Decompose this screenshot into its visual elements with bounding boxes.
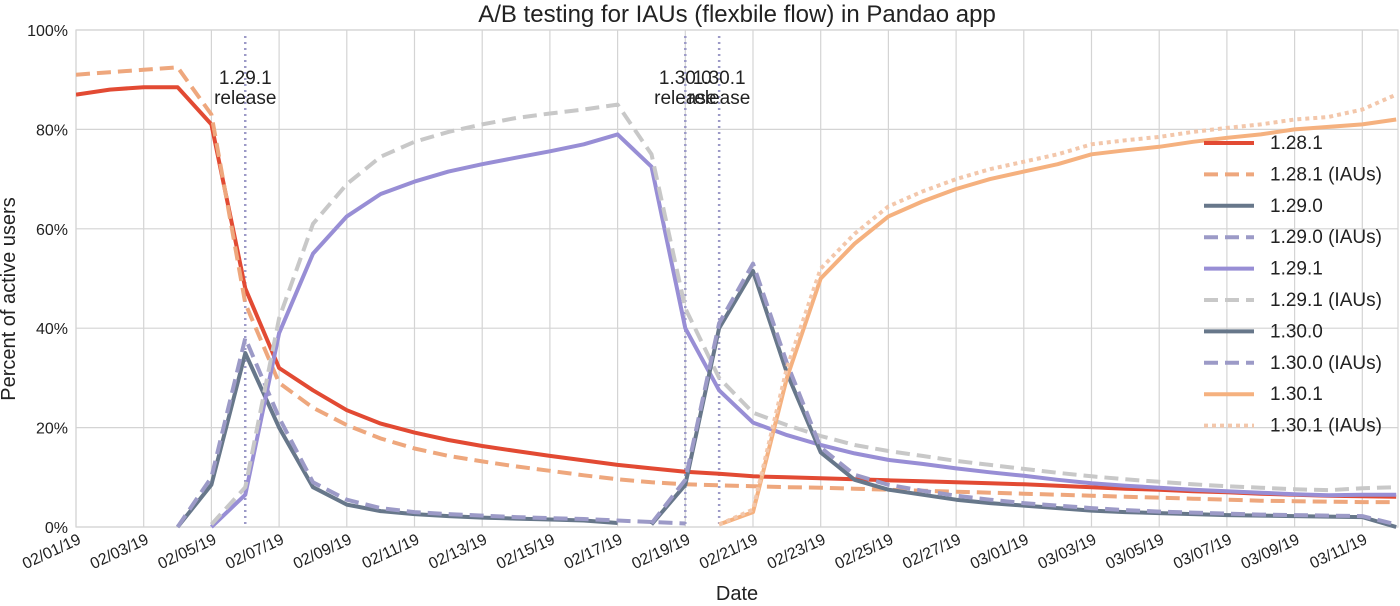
x-tick-label: 03/09/19	[1239, 531, 1303, 573]
release-word-label: release	[654, 88, 716, 109]
x-tick-label: 02/17/19	[562, 531, 626, 573]
x-tick-label: 02/13/19	[426, 531, 490, 573]
release-markers	[244, 36, 721, 527]
y-tick-label: 0%	[45, 520, 68, 537]
y-axis-label: Percent of active users	[0, 197, 20, 400]
y-tick-label: 100%	[27, 23, 68, 40]
x-tick-label: 02/21/19	[697, 531, 761, 573]
legend-entry: 1.30.0	[1270, 321, 1323, 342]
chart-title: A/B testing for IAUs (flexbile flow) in …	[478, 1, 996, 28]
legend-entry: 1.29.0	[1270, 196, 1323, 217]
series-line	[210, 132, 1397, 529]
x-axis-label: Date	[716, 583, 758, 605]
series-line	[76, 65, 1397, 505]
series-line	[718, 92, 1398, 527]
x-tick-label: 02/03/19	[88, 531, 152, 573]
x-tick-label: 03/07/19	[1171, 531, 1235, 573]
x-tick-label: 03/01/19	[968, 531, 1032, 573]
release-version-label: 1.29.1	[219, 68, 272, 89]
legend: 1.28.1 1.28.1 (IAUs) 1.29.0 1.29.0 (IAUs) 1.…	[1204, 133, 1382, 437]
y-tick-label: 80%	[36, 122, 68, 139]
x-tick-label: 02/19/19	[629, 531, 693, 573]
legend-entry: 1.29.1	[1270, 259, 1323, 280]
legend-entry: 1.30.1	[1270, 384, 1323, 405]
x-tick-label: 03/11/19	[1307, 531, 1370, 572]
series-line	[649, 261, 1397, 527]
legend-entry: 1.29.0 (IAUs)	[1270, 227, 1382, 248]
series-line	[718, 117, 1397, 527]
series-line	[176, 351, 618, 529]
x-tick-labels: 02/01/19 02/03/19 02/05/19 02/07/19 02/09/19…	[20, 531, 1370, 573]
legend-entry: 1.30.1 (IAUs)	[1270, 416, 1382, 437]
y-tick-label: 60%	[36, 222, 68, 239]
x-tick-label: 02/15/19	[494, 531, 558, 573]
legend-entry: 1.30.0 (IAUs)	[1270, 353, 1382, 374]
x-tick-label: 02/09/19	[291, 531, 355, 573]
series-line	[175, 336, 686, 529]
release-version-label: 1.30.0	[659, 68, 712, 89]
x-tick-label: 03/05/19	[1103, 531, 1167, 573]
legend-entry: 1.28.1	[1270, 133, 1323, 154]
series-line	[649, 269, 1397, 529]
x-tick-label: 02/27/19	[900, 531, 964, 573]
x-tick-label: 03/03/19	[1036, 531, 1100, 573]
series-line	[76, 85, 1397, 499]
series-line	[209, 102, 1397, 526]
x-tick-label: 02/05/19	[155, 531, 219, 573]
x-tick-label: 02/01/19	[20, 531, 84, 573]
x-tick-label: 02/07/19	[223, 531, 287, 573]
release-word-label: release	[214, 88, 276, 109]
series-lines	[76, 65, 1398, 529]
x-tick-label: 02/23/19	[765, 531, 829, 573]
y-tick-label: 20%	[36, 421, 68, 438]
release-word-label: release	[688, 88, 750, 109]
y-tick-label: 40%	[36, 321, 68, 338]
legend-entry: 1.29.1 (IAUs)	[1270, 290, 1382, 311]
x-tick-label: 02/11/19	[360, 531, 423, 572]
legend-entry: 1.28.1 (IAUs)	[1270, 164, 1382, 185]
x-tick-label: 02/25/19	[832, 531, 896, 573]
y-tick-labels: 0% 20% 40% 60% 80% 100%	[27, 23, 68, 537]
release-version-label: 1.30.1	[693, 68, 746, 89]
